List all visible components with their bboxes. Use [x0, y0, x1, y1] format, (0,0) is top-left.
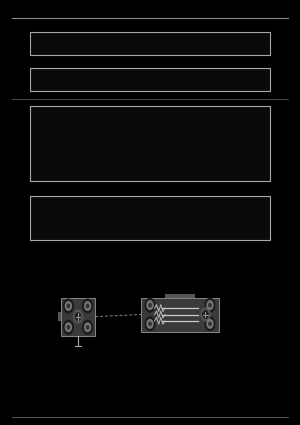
Circle shape	[201, 308, 210, 321]
Circle shape	[67, 304, 70, 308]
Bar	[30, 196, 270, 240]
Circle shape	[64, 299, 73, 313]
Bar	[30, 68, 270, 91]
Bar	[58, 312, 61, 321]
Circle shape	[85, 323, 91, 332]
Circle shape	[83, 320, 92, 334]
Circle shape	[205, 317, 215, 331]
Circle shape	[74, 310, 82, 323]
Circle shape	[145, 298, 155, 312]
Circle shape	[65, 302, 71, 310]
Bar	[30, 32, 270, 55]
Circle shape	[145, 317, 155, 331]
Circle shape	[203, 311, 208, 318]
Circle shape	[149, 322, 151, 326]
Bar	[165, 294, 195, 297]
Circle shape	[86, 326, 89, 329]
Circle shape	[149, 303, 151, 307]
Circle shape	[207, 301, 213, 309]
Circle shape	[75, 313, 81, 320]
Circle shape	[67, 326, 70, 329]
Circle shape	[85, 302, 91, 310]
Bar	[30, 106, 270, 181]
Circle shape	[209, 303, 211, 307]
Circle shape	[64, 320, 73, 334]
Circle shape	[147, 320, 153, 328]
Circle shape	[83, 299, 92, 313]
Circle shape	[205, 298, 215, 312]
Bar	[61, 298, 95, 336]
Circle shape	[147, 301, 153, 309]
Circle shape	[65, 323, 71, 332]
Circle shape	[207, 320, 213, 328]
Bar	[141, 298, 219, 332]
Circle shape	[86, 304, 89, 308]
Circle shape	[209, 322, 211, 326]
